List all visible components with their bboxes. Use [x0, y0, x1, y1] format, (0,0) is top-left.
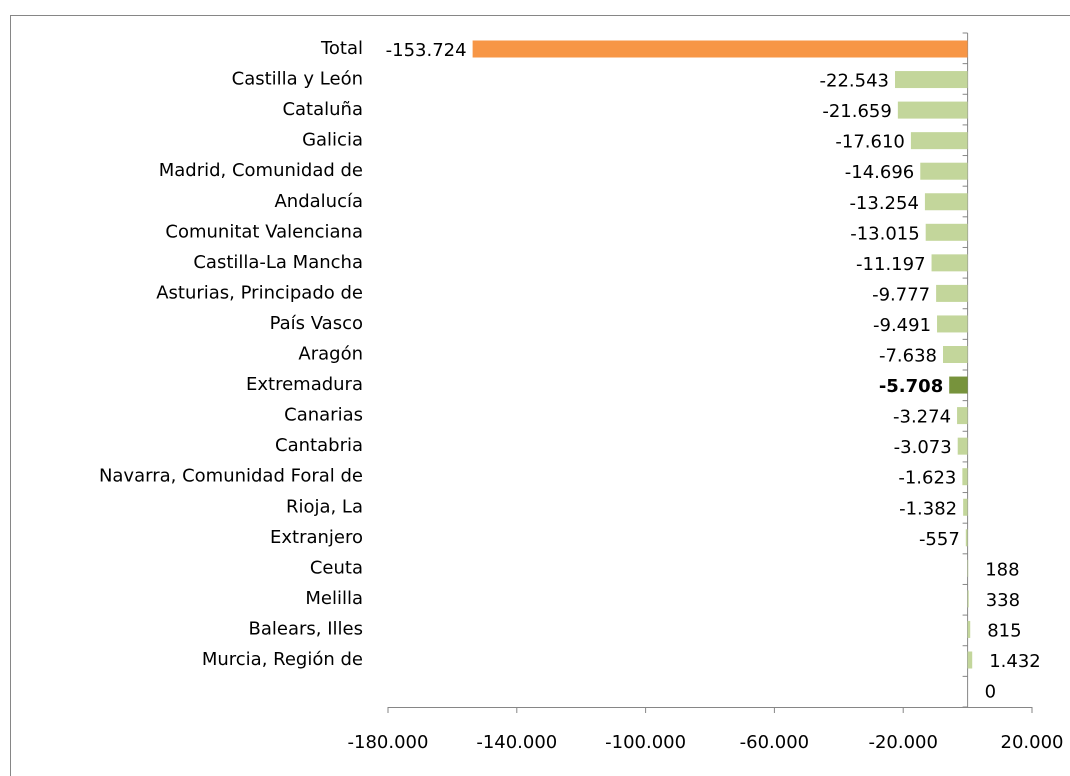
value-label: 338: [986, 590, 1020, 611]
category-label: Extremadura: [246, 374, 363, 395]
category-label: Comunitat Valenciana: [165, 221, 363, 242]
value-label: -11.197: [856, 254, 925, 275]
value-label: -7.638: [879, 346, 937, 367]
category-label: Extranjero: [270, 527, 363, 548]
x-tick-label: -100.000: [605, 732, 686, 753]
category-label: Asturias, Principado de: [156, 282, 363, 303]
value-label: -13.254: [849, 193, 918, 214]
bar: [936, 284, 968, 302]
x-tick-label: -180.000: [348, 732, 429, 753]
bar: [967, 620, 971, 638]
value-label: -14.696: [845, 162, 914, 183]
category-label: Galicia: [302, 130, 363, 151]
bar: [943, 346, 968, 363]
value-label: 1.432: [989, 651, 1041, 672]
bar: [920, 162, 968, 180]
bar: [967, 590, 969, 608]
category-label: Madrid, Comunidad de: [159, 160, 363, 181]
bar: [967, 651, 973, 669]
value-label: -1.623: [898, 468, 956, 489]
value-label: -153.724: [386, 40, 467, 61]
bar: [957, 437, 968, 455]
bar: [937, 315, 968, 333]
bar: [962, 468, 968, 486]
category-label: Castilla y León: [232, 69, 363, 90]
value-label: 0: [985, 682, 996, 703]
category-label: Canarias: [284, 405, 363, 426]
category-label: País Vasco: [270, 313, 363, 334]
bar: [965, 529, 968, 547]
category-label: Andalucía: [274, 191, 363, 212]
value-label: -22.543: [820, 71, 889, 92]
category-label: Cataluña: [282, 99, 363, 120]
value-label: -1.382: [899, 498, 957, 519]
x-tick-label: -20.000: [868, 732, 937, 753]
x-tick-label: -140.000: [476, 732, 557, 753]
category-label: Castilla-La Mancha: [193, 252, 363, 273]
bar: [472, 40, 968, 58]
bar: [957, 407, 968, 425]
bar: [931, 254, 968, 272]
bar: [924, 193, 968, 211]
value-label: -5.708: [879, 376, 943, 397]
x-tick-label: -60.000: [740, 732, 809, 753]
bar: [897, 101, 968, 119]
bar: [910, 132, 968, 150]
value-label: -17.610: [835, 132, 904, 153]
category-label: Ceuta: [310, 557, 363, 578]
bar: [949, 376, 968, 394]
value-label: -3.274: [893, 407, 951, 428]
value-label: -557: [919, 529, 960, 550]
value-label: -21.659: [822, 101, 891, 122]
value-label: -9.491: [873, 315, 931, 336]
x-tick-label: 20.000: [1001, 732, 1064, 753]
value-label: -9.777: [872, 284, 930, 305]
category-label: Balears, Illes: [249, 618, 363, 639]
category-label: Navarra, Comunidad Foral de: [99, 466, 363, 487]
bar: [963, 498, 968, 516]
value-label: 815: [987, 620, 1021, 641]
bar: [967, 559, 969, 577]
bar: [925, 223, 968, 241]
value-label: -13.015: [850, 223, 919, 244]
category-label: Melilla: [305, 588, 363, 609]
category-label: Total: [320, 38, 363, 59]
category-label: Aragón: [298, 344, 363, 365]
category-label: Murcia, Región de: [202, 649, 363, 670]
value-label: 188: [985, 559, 1019, 580]
category-label: Rioja, La: [286, 496, 363, 517]
category-label: Cantabria: [275, 435, 363, 456]
chart-border: [10, 15, 1070, 776]
bar: [895, 71, 968, 89]
value-label: -3.073: [894, 437, 952, 458]
